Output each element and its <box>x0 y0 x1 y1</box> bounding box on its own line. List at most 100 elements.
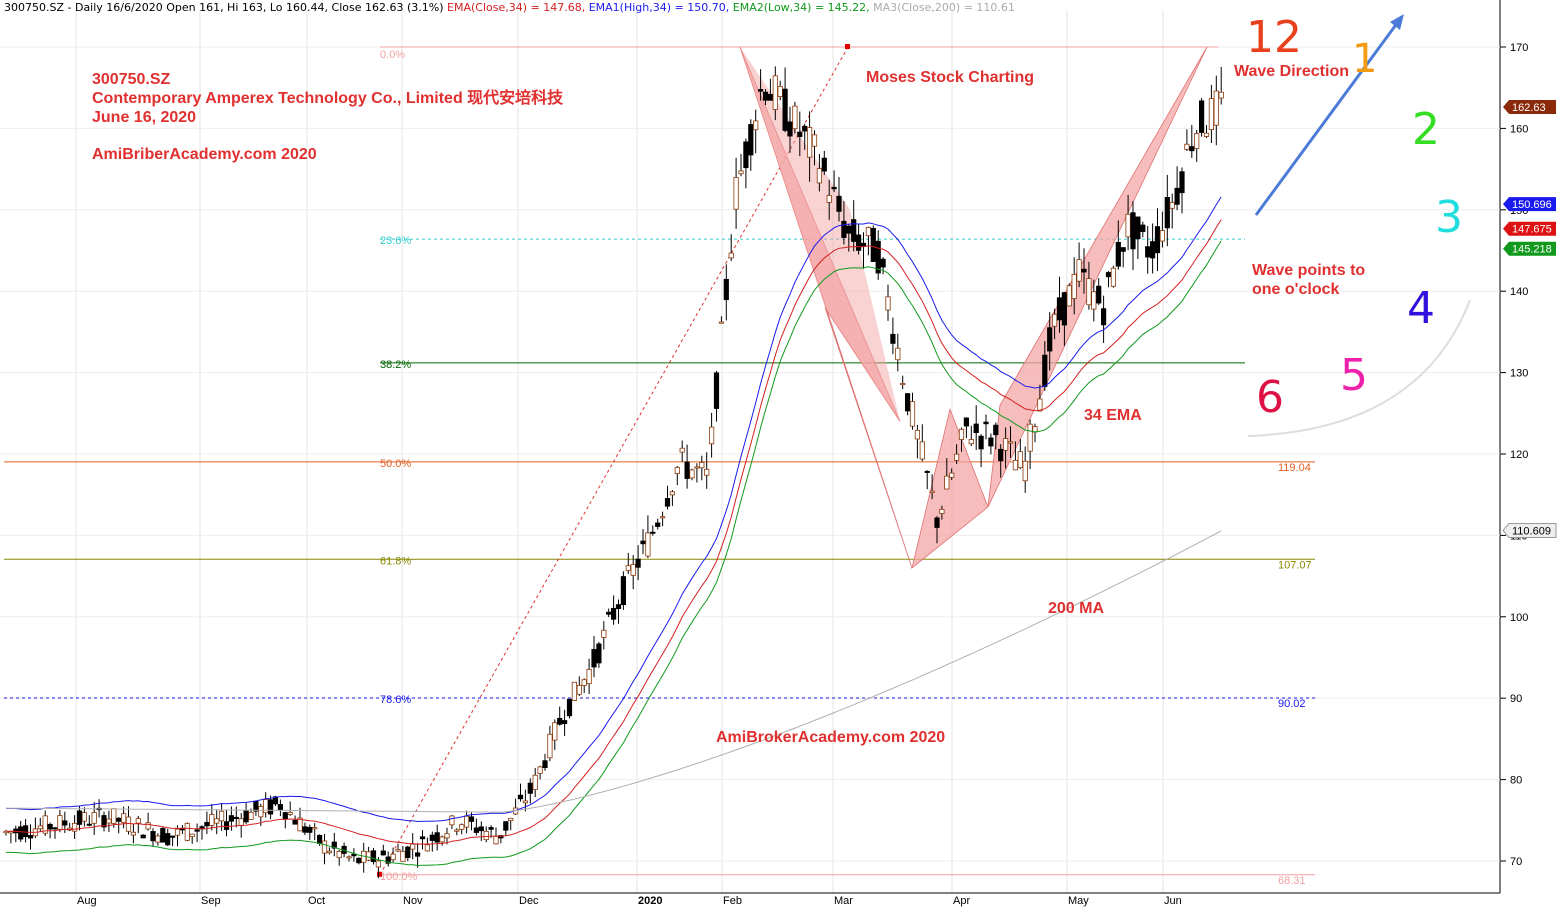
header-symbol-info: 300750.SZ - Daily 16/6/2020 Open 161, Hi… <box>4 1 444 14</box>
clock-3: 3 <box>1435 192 1463 243</box>
y-tick-label: 120 <box>1510 449 1528 461</box>
candle-body <box>733 177 739 210</box>
price-tag <box>1502 522 1557 538</box>
candle-body <box>728 252 734 259</box>
candle-body <box>238 818 244 827</box>
candle-body <box>253 801 259 812</box>
candle-body <box>1189 146 1195 152</box>
candle-body <box>395 849 401 852</box>
x-tick-label: Aug <box>77 895 97 907</box>
candle-body <box>429 834 435 841</box>
candle-body <box>101 815 107 828</box>
candle-body <box>1071 273 1077 299</box>
candle-body <box>1199 100 1205 133</box>
candle-body <box>1218 91 1224 99</box>
candle-body <box>1140 224 1146 232</box>
candle-body <box>459 824 465 830</box>
wave-direction-label: Wave Direction <box>1234 63 1349 80</box>
candle-body <box>312 827 318 830</box>
candle-body <box>900 383 906 386</box>
chart-header: 300750.SZ - Daily 16/6/2020 Open 161, Hi… <box>4 1 1015 14</box>
candle-body <box>130 831 136 836</box>
candle-body <box>973 423 979 434</box>
candle-body <box>1096 285 1102 304</box>
candle-body <box>1056 297 1063 321</box>
candle-body <box>218 810 225 822</box>
wave-points-line-1: Wave points to <box>1252 262 1366 279</box>
candle-body <box>831 186 837 190</box>
candle-body <box>851 219 857 242</box>
candle-body <box>498 835 504 839</box>
candle-body <box>1154 226 1161 254</box>
candle-body <box>204 822 210 827</box>
fib-level-label: 0.0% <box>380 49 405 61</box>
candle-body <box>468 816 475 822</box>
candle-body <box>1120 247 1126 252</box>
candle-body <box>988 437 994 447</box>
candle-body <box>1076 259 1082 282</box>
candle-body <box>277 804 284 811</box>
candle-body <box>1194 133 1200 149</box>
candle-body <box>1184 143 1190 150</box>
candle-body <box>351 853 357 857</box>
y-tick-label: 70 <box>1510 856 1522 868</box>
candle-body <box>522 800 529 804</box>
candle-body <box>483 831 489 841</box>
candle-body <box>929 490 935 493</box>
pattern-triangle-3 <box>987 46 1208 508</box>
candle-body <box>1125 213 1131 238</box>
candle-body <box>635 558 641 568</box>
candle-body <box>140 834 146 839</box>
candle-body <box>1042 354 1048 387</box>
price-tag <box>1503 221 1556 236</box>
candle-body <box>385 856 391 864</box>
candle-body <box>405 846 411 859</box>
price-tag-label: 150.696 <box>1512 199 1552 211</box>
candle-body <box>684 461 690 479</box>
candle-body <box>125 816 132 832</box>
candle-body <box>611 607 617 620</box>
candle-body <box>758 89 764 92</box>
candle-body <box>434 832 440 843</box>
candle-body <box>674 467 680 475</box>
x-tick-label: Feb <box>723 895 742 907</box>
candle-body <box>1047 327 1053 352</box>
candle-body <box>1179 171 1185 194</box>
candle-body <box>282 812 288 820</box>
candle-body <box>410 843 416 850</box>
candle-body <box>81 812 87 822</box>
candle-body <box>738 170 744 175</box>
price-tag-label: 147.675 <box>1512 224 1552 236</box>
candle-body <box>454 829 460 832</box>
candle-body <box>184 822 190 841</box>
clock-4: 4 <box>1407 283 1435 334</box>
candle-body <box>463 815 470 828</box>
fib-level-label: 78.6% <box>380 694 411 706</box>
candle-body <box>1081 268 1087 273</box>
candle-body <box>473 827 480 833</box>
stock-info-block: 300750.SZ Contemporary Amperex Technolog… <box>92 70 563 164</box>
candle-body <box>1110 267 1116 287</box>
company-label: Contemporary Amperex Technology Co., Lim… <box>92 90 564 107</box>
candle-body <box>243 810 249 823</box>
candle-body <box>214 818 220 824</box>
candle-body <box>326 850 333 854</box>
moses-label: Moses Stock Charting <box>866 69 1035 86</box>
candle-body <box>566 698 573 717</box>
fib-value-label: 119.04 <box>1278 462 1311 474</box>
candle-body <box>356 857 362 864</box>
candle-body <box>106 818 112 824</box>
candle-body <box>645 532 651 557</box>
y-tick-label: 130 <box>1510 368 1528 380</box>
fib-value-label: 68.31 <box>1278 875 1306 887</box>
candle-body <box>836 195 842 212</box>
candle-body <box>606 611 612 615</box>
candle-body <box>444 833 450 839</box>
candle-body <box>1150 241 1156 259</box>
candle-body <box>552 722 558 741</box>
candle-body <box>223 821 230 830</box>
y-tick-label: 100 <box>1510 612 1528 624</box>
candle-body <box>1213 90 1219 126</box>
candle-body <box>1022 460 1028 482</box>
header-ema2: EMA2(Low,34) = 145.22, <box>732 1 870 14</box>
